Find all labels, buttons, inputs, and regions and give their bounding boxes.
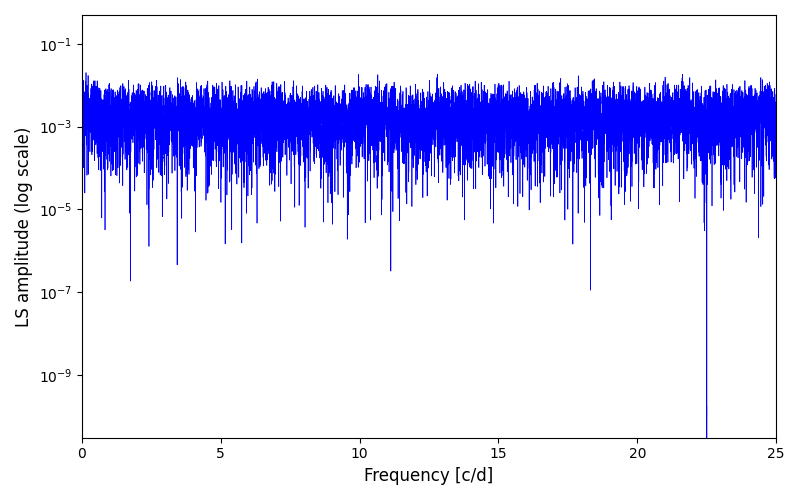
Y-axis label: LS amplitude (log scale): LS amplitude (log scale) xyxy=(15,126,33,326)
X-axis label: Frequency [c/d]: Frequency [c/d] xyxy=(364,467,494,485)
